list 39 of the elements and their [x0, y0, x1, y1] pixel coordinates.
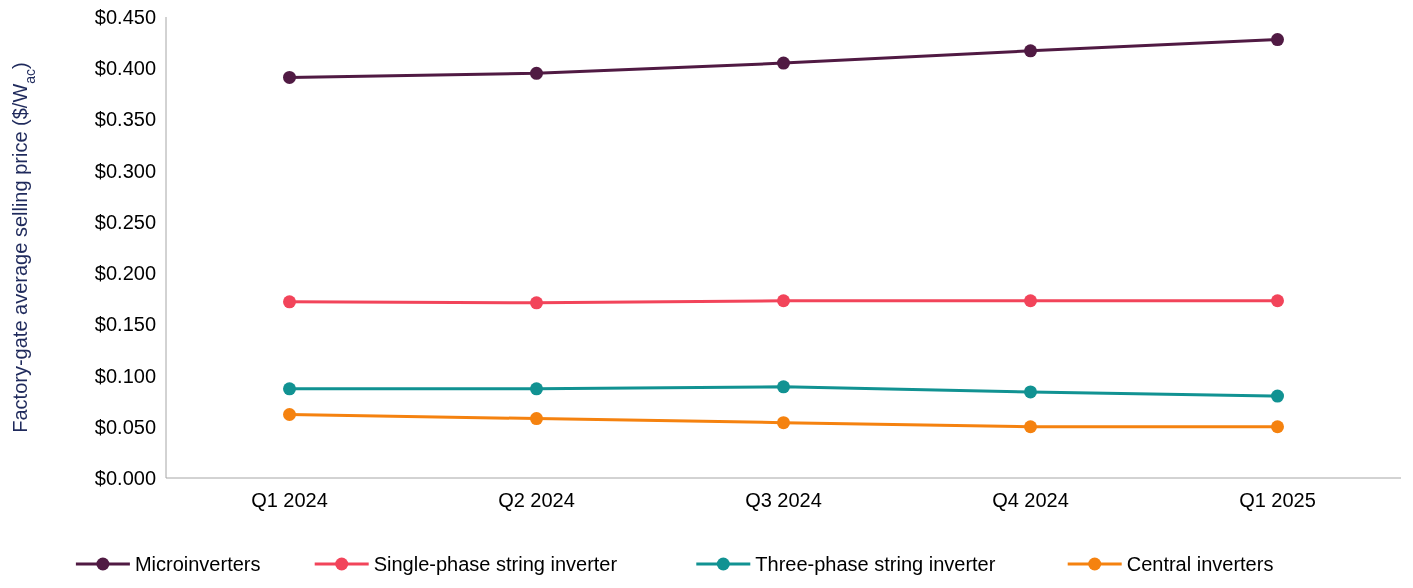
point [1271, 389, 1284, 403]
point [530, 412, 543, 426]
point [530, 382, 543, 396]
point [283, 70, 296, 84]
y-tick-label: $0.300 [94, 159, 156, 182]
point [283, 295, 296, 309]
y-tick-label: $0.250 [94, 210, 156, 233]
legend-label: Microinverters [134, 553, 261, 575]
point [1024, 294, 1037, 308]
y-tick-label: $0.000 [94, 467, 156, 489]
point [1024, 420, 1037, 434]
legend-label: Central inverters [1126, 553, 1274, 575]
point [1024, 385, 1037, 399]
point [1271, 294, 1284, 308]
point [530, 296, 543, 310]
x-tick-label: Q4 2024 [992, 489, 1069, 511]
point [777, 380, 790, 394]
point [283, 407, 296, 421]
legend-label: Single-phase string inverter [373, 553, 618, 575]
legend-label: Three-phase string inverter [755, 553, 996, 575]
point [1024, 44, 1037, 58]
point [777, 56, 790, 70]
point [777, 416, 790, 430]
y-tick-label: $0.450 [94, 6, 156, 28]
x-tick-label: Q1 2025 [1239, 489, 1316, 511]
y-tick-label: $0.400 [94, 57, 156, 80]
y-tick-label: $0.150 [94, 313, 156, 336]
y-tick-label: $0.350 [94, 108, 156, 131]
x-tick-label: Q1 2024 [251, 489, 328, 511]
point [283, 382, 296, 396]
y-tick-label: $0.100 [94, 364, 156, 387]
y-tick-label: $0.200 [94, 262, 156, 285]
x-tick-label: Q3 2024 [745, 489, 822, 511]
x-tick-label: Q2 2024 [498, 489, 575, 511]
point [1271, 420, 1284, 434]
point [530, 66, 543, 80]
y-tick-label: $0.050 [94, 415, 156, 438]
point [1271, 33, 1284, 47]
point [777, 294, 790, 308]
